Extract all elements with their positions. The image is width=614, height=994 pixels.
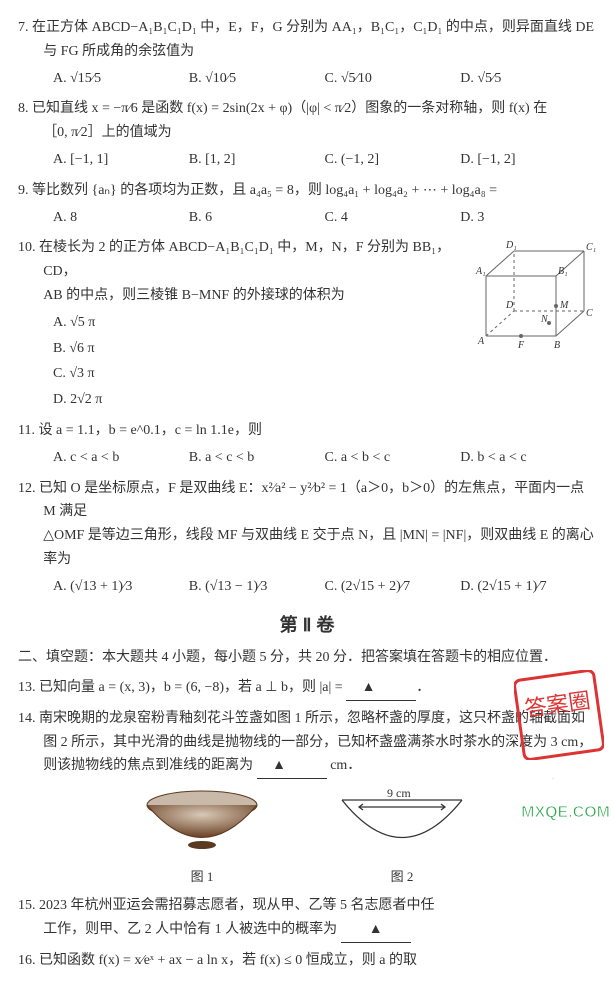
q7-options: A. √15⁄5 B. √10⁄5 C. √5⁄10 D. √5⁄5	[18, 66, 596, 92]
fig1-caption: 图 1	[137, 866, 267, 888]
bowl-section-icon: 9 cm	[327, 785, 477, 855]
cube-label-F: F	[517, 340, 525, 351]
cube-label-D1: D₁	[505, 240, 517, 251]
q12-opt-d: D. (2√15 + 1)⁄7	[460, 574, 596, 600]
q9-opt-d: D. 3	[460, 205, 596, 231]
q14-num: 14.	[18, 711, 36, 726]
q10-opt-d: D. 2√2 π	[53, 387, 466, 413]
q11-opt-b: B. a < c < b	[189, 445, 325, 471]
q9-stem: 9. 等比数列 {aₙ} 的各项均为正数，且 a₄a₅ = 8，则 log₄a₁…	[18, 179, 596, 203]
q14-figures: 图 1 9 cm 图 2	[18, 785, 596, 888]
q16-stem: 16. 已知函数 f(x) = x⁄eˣ + ax − a ln x，若 f(x…	[18, 949, 596, 973]
chord-label: 9 cm	[387, 786, 411, 800]
question-8: 8. 已知直线 x = −π⁄6 是函数 f(x) = 2sin(2x + φ)…	[18, 97, 596, 172]
question-13: 13. 已知向量 a = (x, 3)，b = (6, −8)，若 a ⊥ b，…	[18, 676, 596, 701]
fig2: 9 cm 图 2	[327, 785, 477, 888]
question-10: 10. 在棱长为 2 的正方体 ABCD−A₁B₁C₁D₁ 中，M，N，F 分别…	[18, 236, 596, 413]
q8-opt-b: B. [1, 2]	[189, 147, 325, 173]
q10-stem: 10. 在棱长为 2 的正方体 ABCD−A₁B₁C₁D₁ 中，M，N，F 分别…	[18, 236, 466, 284]
question-15: 15. 2023 年杭州亚运会需招募志愿者，现从甲、乙等 5 名志愿者中任 工作…	[18, 894, 596, 943]
q12-stem2: △OMF 是等边三角形，线段 MF 与双曲线 E 交于点 N，且 |MN| = …	[18, 524, 596, 572]
watermark: 答案圈 MXQE.COM	[521, 761, 610, 826]
question-11: 11. 设 a = 1.1，b = e^0.1，c = ln 1.1e，则 A.…	[18, 419, 596, 471]
q15-stem: 15. 2023 年杭州亚运会需招募志愿者，现从甲、乙等 5 名志愿者中任	[18, 894, 596, 918]
q7-opt-a: A. √15⁄5	[53, 66, 189, 92]
answer-stamp-icon: 答案圈	[514, 670, 604, 760]
blank-mark: ▲	[272, 758, 286, 773]
q9-opt-a: A. 8	[53, 205, 189, 231]
q8-stem: 8. 已知直线 x = −π⁄6 是函数 f(x) = 2sin(2x + φ)…	[18, 97, 596, 121]
cube-label-M: M	[559, 300, 569, 311]
q7-opt-d: D. √5⁄5	[460, 66, 596, 92]
watermark-line2: MXQE.COM	[521, 799, 610, 826]
q9-opt-b: B. 6	[189, 205, 325, 231]
q12-opt-a: A. (√13 + 1)⁄3	[53, 574, 189, 600]
section-2-instructions: 二、填空题：本大题共 4 小题，每小题 5 分，共 20 分．把答案填在答题卡的…	[18, 646, 596, 670]
q10-options: A. √5 π B. √6 π C. √3 π D. 2√2 π	[18, 310, 466, 413]
q8-opt-d: D. [−1, 2]	[460, 147, 596, 173]
bowl-photo-icon	[137, 785, 267, 855]
cube-diagram: A B C D A₁ B₁ C₁ D₁ M N F	[466, 236, 596, 361]
q15-stem2: 工作，则甲、乙 2 人中恰有 1 人被选中的概率为 ▲	[18, 918, 596, 943]
q15-num: 15.	[18, 898, 36, 913]
q7-num: 7.	[18, 20, 29, 35]
q9-num: 9.	[18, 183, 29, 198]
cube-label-D: D	[505, 300, 514, 311]
section-2-title: 第 Ⅱ 卷	[18, 610, 596, 641]
q10-opt-a: A. √5 π	[53, 310, 466, 336]
cube-label-C: C	[586, 308, 593, 319]
q13-num: 13.	[18, 680, 36, 695]
watermark-line1: 答案圈	[521, 761, 610, 798]
q12-stem: 12. 已知 O 是坐标原点，F 是双曲线 E：x²⁄a² − y²⁄b² = …	[18, 477, 596, 525]
q12-options: A. (√13 + 1)⁄3 B. (√13 − 1)⁄3 C. (2√15 +…	[18, 574, 596, 600]
q10-stem2: AB 的中点，则三棱锥 B−MNF 的外接球的体积为	[18, 284, 466, 308]
q11-num: 11.	[18, 423, 35, 438]
q11-opt-d: D. b < a < c	[460, 445, 596, 471]
q11-opt-a: A. c < a < b	[53, 445, 189, 471]
q7-opt-c: C. √5⁄10	[325, 66, 461, 92]
cube-label-A: A	[477, 336, 485, 347]
cube-label-A1: A₁	[475, 266, 486, 277]
q8-options: A. [−1, 1] B. [1, 2] C. (−1, 2] D. [−1, …	[18, 147, 596, 173]
q12-opt-b: B. (√13 − 1)⁄3	[189, 574, 325, 600]
blank-mark: ▲	[362, 680, 376, 695]
svg-text:答案圈: 答案圈	[523, 688, 592, 722]
q11-options: A. c < a < b B. a < c < b C. a < b < c D…	[18, 445, 596, 471]
q10-opt-c: C. √3 π	[53, 361, 466, 387]
question-9: 9. 等比数列 {aₙ} 的各项均为正数，且 a₄a₅ = 8，则 log₄a₁…	[18, 179, 596, 231]
question-14: 14. 南宋晚期的龙泉窑粉青釉刻花斗笠盏如图 1 所示，忽略杯盏的厚度，这只杯盏…	[18, 707, 596, 888]
q7-opt-b: B. √10⁄5	[189, 66, 325, 92]
q11-opt-c: C. a < b < c	[325, 445, 461, 471]
question-12: 12. 已知 O 是坐标原点，F 是双曲线 E：x²⁄a² − y²⁄b² = …	[18, 477, 596, 600]
q8-opt-c: C. (−1, 2]	[325, 147, 461, 173]
cube-label-B: B	[554, 340, 560, 351]
question-16: 16. 已知函数 f(x) = x⁄eˣ + ax − a ln x，若 f(x…	[18, 949, 596, 973]
cube-label-N: N	[540, 314, 549, 325]
q10-num: 10.	[18, 240, 36, 255]
q12-num: 12.	[18, 481, 36, 496]
q14-stem: 14. 南宋晚期的龙泉窑粉青釉刻花斗笠盏如图 1 所示，忽略杯盏的厚度，这只杯盏…	[18, 707, 596, 779]
q11-stem: 11. 设 a = 1.1，b = e^0.1，c = ln 1.1e，则	[18, 419, 596, 443]
q12-opt-c: C. (2√15 + 2)⁄7	[325, 574, 461, 600]
q7-stem: 7. 在正方体 ABCD−A₁B₁C₁D₁ 中，E，F，G 分别为 AA₁，B₁…	[18, 16, 596, 64]
fig1: 图 1	[137, 785, 267, 888]
cube-label-C1: C₁	[586, 242, 596, 253]
q9-options: A. 8 B. 6 C. 4 D. 3	[18, 205, 596, 231]
q16-num: 16.	[18, 953, 36, 968]
q10-opt-b: B. √6 π	[53, 336, 466, 362]
q9-opt-c: C. 4	[325, 205, 461, 231]
q8-opt-a: A. [−1, 1]	[53, 147, 189, 173]
blank-mark: ▲	[369, 922, 383, 937]
fig2-caption: 图 2	[327, 866, 477, 888]
q8-stem2: ［0, π⁄2］上的值域为	[18, 121, 596, 145]
q13-stem: 13. 已知向量 a = (x, 3)，b = (6, −8)，若 a ⊥ b，…	[18, 676, 596, 701]
question-7: 7. 在正方体 ABCD−A₁B₁C₁D₁ 中，E，F，G 分别为 AA₁，B₁…	[18, 16, 596, 91]
cube-label-B1: B₁	[558, 266, 568, 277]
q8-num: 8.	[18, 101, 29, 116]
